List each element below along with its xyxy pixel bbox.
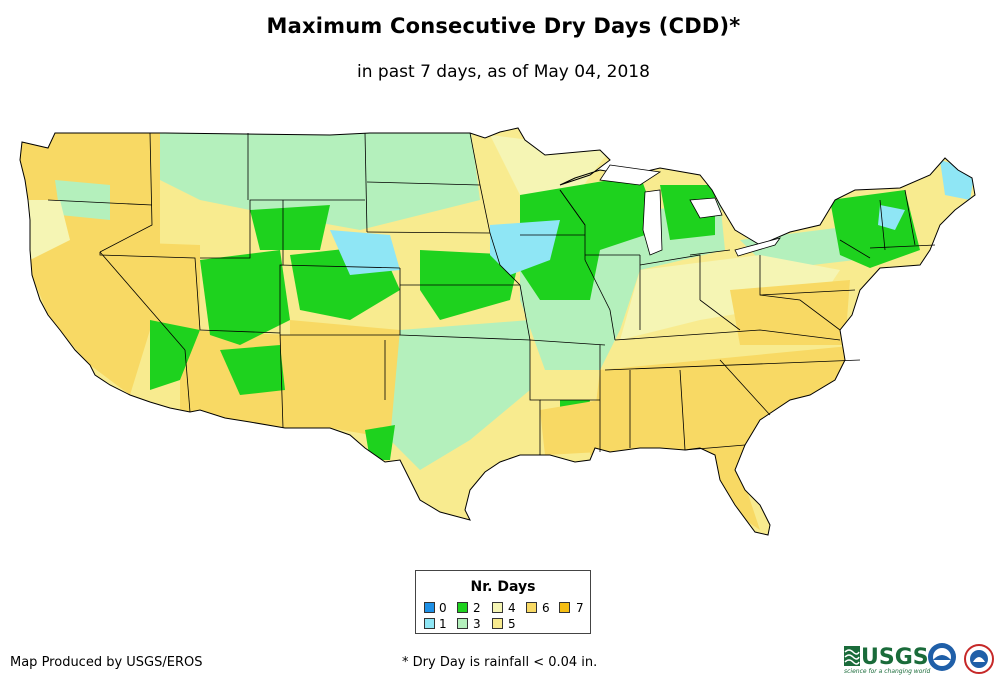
usgs-tagline: science for a changing world bbox=[844, 668, 931, 675]
legend-label-4: 4 bbox=[508, 601, 516, 615]
legend-swatch-3 bbox=[457, 618, 468, 629]
legend-swatch-5 bbox=[492, 618, 503, 629]
legend-label-5: 5 bbox=[508, 617, 516, 631]
lake-huron bbox=[689, 197, 723, 219]
legend-swatch-6 bbox=[526, 602, 537, 613]
dry-day-footnote: * Dry Day is rainfall < 0.04 in. bbox=[402, 655, 598, 670]
legend-swatch-1 bbox=[424, 618, 435, 629]
legend-swatch-7 bbox=[559, 602, 570, 613]
legend-swatch-4 bbox=[492, 602, 503, 613]
usgs-logo-icon: USGS science for a changing world bbox=[844, 645, 931, 675]
noaa-logo-icon bbox=[928, 643, 956, 671]
agency-logos: USGS science for a changing world bbox=[844, 643, 994, 675]
lake-superior bbox=[599, 164, 662, 186]
legend-label-6: 6 bbox=[542, 601, 550, 615]
map-title: Maximum Consecutive Dry Days (CDD)* bbox=[266, 14, 741, 38]
nws-logo-icon bbox=[964, 644, 994, 674]
legend-title: Nr. Days bbox=[470, 579, 536, 595]
legend-label-7: 7 bbox=[576, 601, 584, 615]
us-outline bbox=[19, 127, 976, 536]
legend-label-3: 3 bbox=[473, 617, 481, 631]
legend-swatch-0 bbox=[424, 602, 435, 613]
producer-credit: Map Produced by USGS/EROS bbox=[10, 655, 203, 670]
legend-label-2: 2 bbox=[473, 601, 481, 615]
legend-label-1: 1 bbox=[439, 617, 447, 631]
lake-erie bbox=[734, 237, 781, 257]
cdd-map bbox=[19, 127, 976, 536]
map-subtitle: in past 7 days, as of May 04, 2018 bbox=[357, 62, 650, 82]
legend-swatch-2 bbox=[457, 602, 468, 613]
legend-label-0: 0 bbox=[439, 601, 447, 615]
lake-michigan bbox=[642, 189, 663, 256]
usgs-wordmark: USGS bbox=[861, 645, 929, 670]
state-borders bbox=[47, 132, 936, 455]
legend: Nr. Days 0 1 2 3 4 5 6 7 bbox=[415, 570, 591, 634]
